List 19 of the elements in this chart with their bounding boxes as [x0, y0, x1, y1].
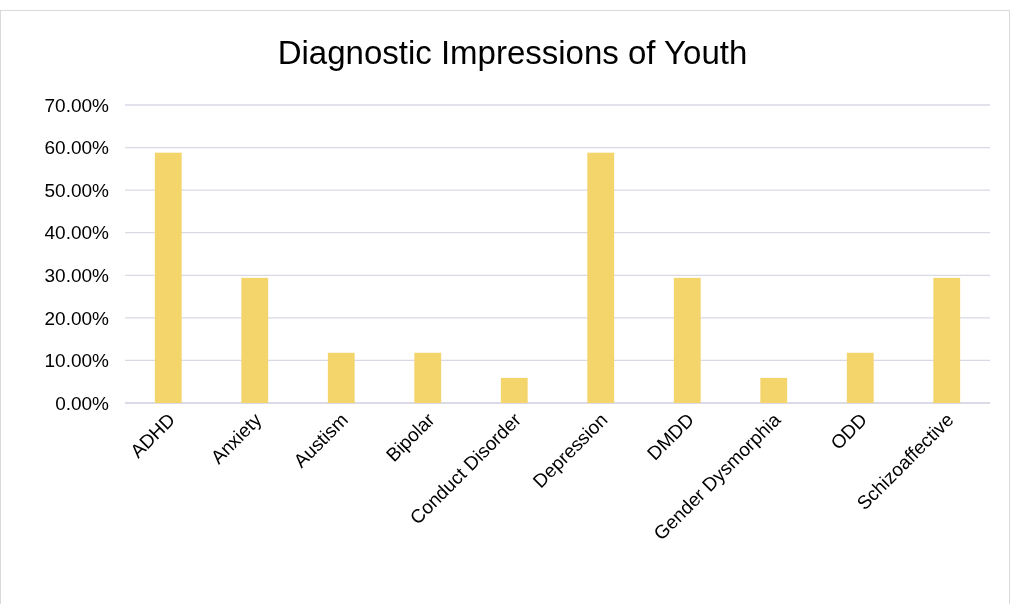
bar — [760, 377, 788, 403]
y-tick-label: 30.00% — [44, 264, 110, 286]
bar — [933, 277, 961, 403]
bar — [500, 377, 528, 403]
y-tick-label: 10.00% — [44, 350, 110, 372]
y-tick-label: 20.00% — [44, 307, 110, 329]
y-tick-label: 50.00% — [44, 179, 110, 201]
bar — [154, 152, 182, 403]
chart-title: Diagnostic Impressions of Youth — [277, 34, 748, 71]
y-tick-label: 60.00% — [44, 137, 110, 159]
bar — [241, 277, 269, 403]
bar — [846, 352, 874, 403]
bar — [414, 352, 442, 403]
bar — [673, 277, 701, 403]
y-tick-label: 0.00% — [55, 392, 110, 414]
y-tick-label: 70.00% — [44, 94, 110, 116]
bar — [587, 152, 615, 403]
bar — [327, 352, 355, 403]
y-tick-label: 40.00% — [44, 222, 110, 244]
